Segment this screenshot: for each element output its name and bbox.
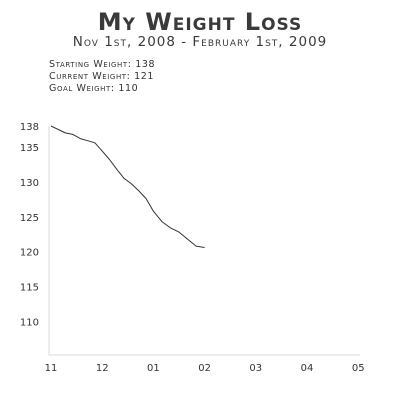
y-tick-label: 138: [20, 122, 39, 133]
x-tick-label: 02: [198, 363, 211, 374]
x-tick-label: 03: [249, 363, 262, 374]
weight-series-line: [50, 125, 205, 248]
x-tick-label: 04: [301, 363, 314, 374]
starting-weight: Starting Weight: 138: [49, 59, 156, 70]
x-tick-label: 11: [45, 363, 58, 374]
y-tick-label: 135: [20, 143, 39, 154]
chart-axes: [48, 126, 360, 356]
x-tick-label: 01: [147, 363, 160, 374]
y-tick-label: 110: [20, 317, 39, 328]
x-tick-labels: 11 12 01 02 03 04 05: [45, 363, 365, 374]
y-tick-label: 130: [20, 178, 39, 189]
weight-stats: Starting Weight: 138 Current Weight: 121…: [49, 59, 155, 95]
chart-subtitle: Nov 1st, 2008 - February 1st, 2009: [72, 34, 328, 50]
y-tick-label: 115: [20, 283, 39, 294]
y-tick-labels: 110 115 120 125 130 135 138: [20, 122, 39, 328]
y-tick-label: 125: [20, 213, 39, 224]
goal-weight: Goal Weight: 110: [49, 83, 139, 94]
x-tick-label: 05: [352, 363, 365, 374]
x-tick-label: 12: [96, 363, 109, 374]
y-tick-label: 120: [20, 248, 39, 259]
chart-title: My Weight Loss: [97, 8, 303, 36]
current-weight: Current Weight: 121: [49, 71, 155, 82]
series-layer: [50, 125, 205, 248]
